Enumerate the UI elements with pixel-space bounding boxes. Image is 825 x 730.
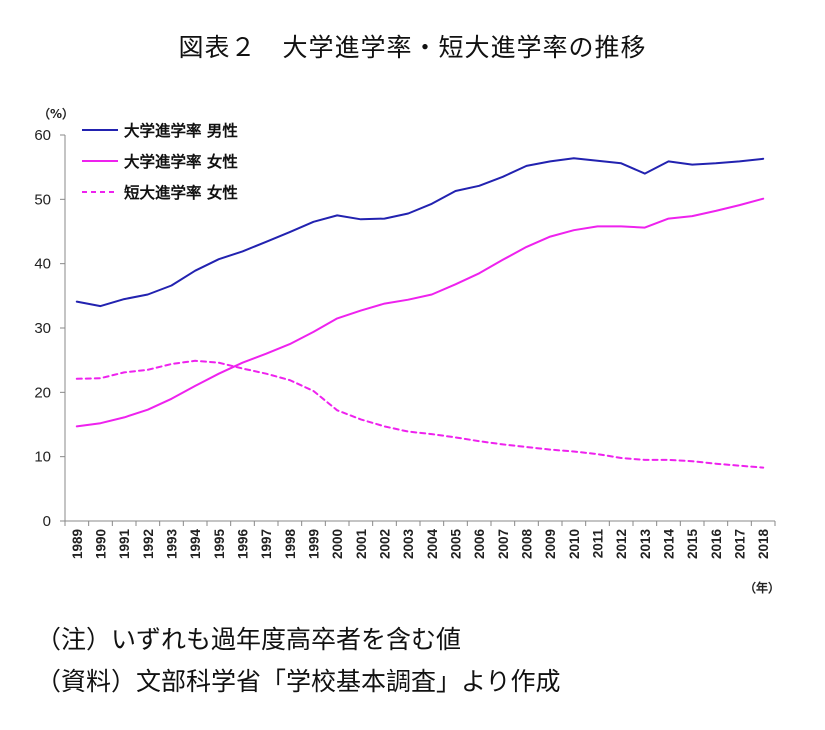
legend-label-1: 大学進学率 男性 (124, 121, 238, 140)
line-chart: 0 10 20 30 40 50 60 （%） 1989 1990 1991 1992 1993 1994… (34, 106, 780, 595)
x-tick-label: 1999 (307, 529, 322, 559)
x-tick-label: 2010 (567, 529, 582, 559)
y-tick-label: 20 (34, 384, 51, 401)
series-line-2 (75, 197, 765, 428)
chart-series (75, 157, 765, 469)
x-tick-label: 2012 (614, 529, 629, 559)
series-line-3 (75, 359, 765, 469)
x-tick-label: 2007 (496, 529, 511, 559)
x-axis-unit: （年） (744, 580, 780, 595)
x-tick-label: 1995 (212, 529, 227, 560)
x-tick-label: 2004 (425, 529, 440, 560)
x-tick-label: 2016 (709, 529, 724, 560)
legend-label-3: 短大進学率 女性 (124, 183, 238, 202)
x-tick-label: 1991 (117, 529, 132, 560)
x-tick-label: 2003 (401, 529, 416, 560)
y-axis-unit: （%） (38, 106, 74, 121)
source-text: （資料）文部科学省「学校基本調査」より作成 (36, 667, 561, 696)
y-tick-label: 60 (34, 127, 51, 144)
x-tick-label: 1989 (70, 529, 85, 559)
x-tick-label: 2011 (591, 529, 606, 559)
x-tick-label: 2017 (733, 529, 748, 559)
x-tick-label: 2018 (756, 529, 771, 560)
y-tick-label: 10 (34, 449, 51, 466)
x-tick-label: 1998 (283, 529, 298, 560)
x-tick-label: 1994 (188, 529, 203, 560)
y-tick-label: 0 (43, 513, 51, 530)
x-tick-label: 1990 (94, 529, 109, 559)
x-tick-label: 2008 (520, 529, 535, 560)
x-tick-label: 2000 (330, 529, 345, 559)
x-tick-label: 2006 (472, 529, 487, 560)
x-tick-label: 2001 (354, 529, 369, 560)
y-tick-label: 50 (34, 191, 51, 208)
y-tick-label: 30 (34, 320, 51, 337)
x-tick-label: 2014 (662, 529, 677, 560)
x-tick-label: 1993 (165, 529, 180, 560)
legend-label-2: 大学進学率 女性 (124, 152, 238, 171)
x-tick-label: 1992 (141, 529, 156, 559)
chart-axes: 0 10 20 30 40 50 60 （%） 1989 1990 1991 1992 1993 1994… (34, 106, 780, 595)
series-line-1 (75, 157, 765, 308)
chart-title: 図表２ 大学進学率・短大進学率の推移 (178, 33, 647, 62)
x-tick-label: 2013 (638, 529, 653, 560)
x-tick-label: 2005 (449, 529, 464, 560)
x-tick-label: 2002 (378, 529, 393, 559)
x-tick-label: 2009 (543, 529, 558, 559)
x-tick-label: 1996 (236, 529, 251, 560)
x-tick-label: 1997 (259, 529, 274, 559)
note-text: （注）いずれも過年度高卒者を含む値 (36, 625, 462, 654)
x-tick-label: 2015 (685, 529, 700, 560)
y-tick-label: 40 (34, 256, 51, 273)
